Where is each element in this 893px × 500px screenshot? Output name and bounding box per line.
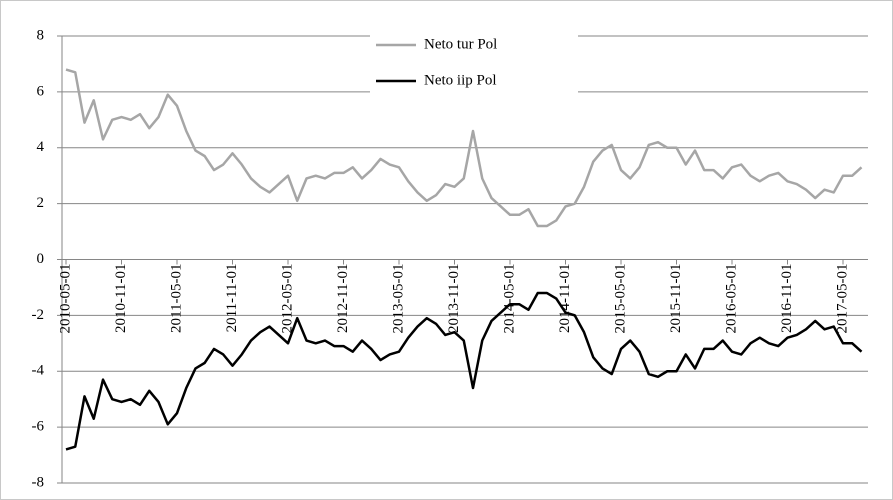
- x-tick-label: 2013-11-01: [446, 264, 462, 333]
- legend-label: Neto tur Pol: [424, 36, 497, 52]
- x-tick-label: 2014-11-01: [557, 264, 573, 333]
- x-tick-label: 2010-11-01: [113, 264, 129, 333]
- x-tick-label: 2013-05-01: [390, 264, 406, 334]
- y-tick-label: 6: [37, 83, 45, 99]
- x-tick-label: 2011-11-01: [224, 264, 240, 333]
- x-tick-label: 2016-05-01: [723, 264, 739, 334]
- y-tick-label: 2: [37, 195, 45, 211]
- y-tick-label: 4: [37, 139, 45, 155]
- x-tick-label: 2017-05-01: [834, 264, 850, 334]
- data-line: [65, 291, 863, 451]
- y-tick-label: -8: [32, 474, 45, 490]
- x-tick-label: 2015-05-01: [612, 264, 628, 334]
- x-tick-label: 2015-11-01: [668, 264, 684, 333]
- data-line: [65, 68, 863, 228]
- x-tick-label: 2012-11-01: [335, 264, 351, 333]
- legend-label: Neto iip Pol: [424, 72, 497, 88]
- x-tick-label: 2011-05-01: [168, 264, 184, 333]
- x-tick-label: 2012-05-01: [279, 264, 295, 334]
- x-tick-label: 2016-11-01: [779, 264, 795, 333]
- x-tick-label: 2014-05-01: [501, 264, 517, 334]
- y-tick-label: -2: [32, 307, 45, 323]
- y-tick-label: 8: [37, 27, 45, 43]
- y-tick-label: -4: [32, 363, 45, 379]
- x-tick-label: 2010-05-01: [57, 264, 73, 334]
- y-tick-label: -6: [32, 419, 45, 435]
- y-tick-label: 0: [37, 251, 45, 267]
